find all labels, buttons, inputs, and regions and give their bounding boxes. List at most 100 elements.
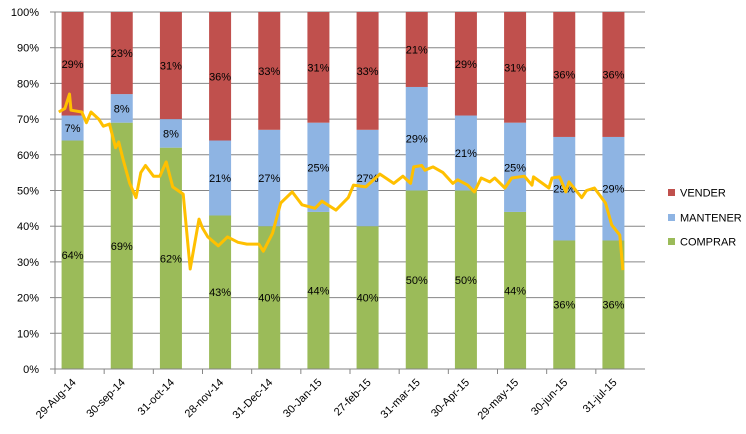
x-tick-label: 30-sep-14 [84,377,128,421]
bar-mantener [504,122,527,212]
bar-comprar [110,122,133,369]
bar-comprar [602,240,625,369]
data-label: 25% [307,162,329,174]
data-label: 40% [258,293,280,305]
legend: VENDER MANTENER COMPRAR [668,188,742,249]
bar-vender [504,12,527,123]
bar-vender [553,12,576,137]
bar-vender [159,12,182,120]
bar-comprar [61,140,84,369]
x-tick-label: 31-oct-14 [136,377,177,418]
data-label: 21% [209,173,231,185]
overlay-line [58,92,625,271]
data-label: 23% [111,48,133,60]
bar-mantener [110,94,133,123]
bar-vender [61,12,84,116]
bar-mantener [258,129,281,227]
legend-swatch [668,238,675,245]
bar-vender [405,12,428,87]
bar-mantener [356,129,379,227]
x-tick-label: 30-Apr-15 [429,377,472,420]
data-label: 21% [406,44,428,56]
data-label: 36% [209,71,231,83]
bar-comprar [405,190,428,369]
data-label: 8% [163,128,179,140]
y-tick-label: 100% [11,7,39,19]
y-tick-label: 70% [17,114,39,126]
bar-mantener [61,115,84,141]
data-label: 29% [602,184,624,196]
bar-vender [602,12,625,137]
data-label: 29% [62,59,84,71]
bar-mantener [159,119,182,148]
data-label: 50% [455,275,477,287]
bar-comprar [258,226,281,369]
data-label: 43% [209,287,231,299]
x-tick-label: 31-jul-15 [581,377,620,416]
y-tick-label: 0% [23,364,39,376]
data-label: 69% [111,241,133,253]
data-label: 27% [258,173,280,185]
data-label: 25% [504,162,526,174]
y-tick-label: 90% [17,43,39,55]
x-tick-label: 31-Dec-14 [231,377,276,422]
data-label: 36% [553,69,575,81]
bar-vender [209,12,232,141]
data-label: 44% [504,285,526,297]
bar-comprar [504,211,527,369]
x-tick-label: 29-may-15 [476,377,522,423]
bar-comprar [553,240,576,369]
bar-mantener [454,115,477,191]
y-tick-label: 60% [17,150,39,162]
x-tick-label: 30-jun-15 [529,377,570,418]
bar-comprar [209,215,232,369]
data-label: 31% [307,62,329,74]
data-label: 7% [65,123,81,135]
data-label: 33% [258,66,280,78]
legend-label: VENDER [680,188,726,200]
data-label: 50% [406,275,428,287]
data-label: 8% [114,103,130,115]
bar-mantener [209,140,232,216]
bar-vender [307,12,330,123]
y-tick-label: 50% [17,186,39,198]
data-labels: 64% 7% 29% 69% 8% 23% 62% 8% 31% 43% 21% 36% 40% 27% 3… [62,44,625,311]
y-tick-label: 20% [17,293,39,305]
data-label: 29% [455,59,477,71]
y-tick-label: 30% [17,257,39,269]
legend-label: MANTENER [680,213,742,225]
data-label: 44% [307,285,329,297]
bar-comprar [159,147,182,369]
y-tick-label: 10% [17,328,39,340]
data-label: 36% [553,300,575,312]
bar-comprar [454,190,477,369]
y-tick-label: 40% [17,221,39,233]
bars [61,12,625,369]
bar-vender [258,12,281,130]
overlay-line-group [58,92,625,271]
data-label: 36% [602,300,624,312]
data-label: 36% [602,69,624,81]
bar-comprar [307,211,330,369]
bar-vender [356,12,379,130]
data-label: 62% [160,253,182,265]
bar-comprar [356,226,379,369]
x-tick-label: 29-Aug-14 [34,377,79,422]
data-label: 29% [406,134,428,146]
legend-swatch [668,189,675,196]
legend-label: COMPRAR [680,237,736,249]
data-label: 31% [160,61,182,73]
data-label: 31% [504,62,526,74]
data-label: 40% [357,293,379,305]
bar-vender [454,12,477,116]
data-label: 64% [62,250,84,262]
data-label: 21% [455,148,477,160]
x-tick-label: 28-nov-14 [183,377,227,421]
x-tick-label: 27-feb-15 [332,377,374,419]
x-tick-label: 31-mar-15 [379,377,423,421]
x-tick-label: 30-Jan-15 [281,377,325,421]
y-tick-label: 80% [17,78,39,90]
bar-mantener [307,122,330,212]
legend-swatch [668,214,675,221]
